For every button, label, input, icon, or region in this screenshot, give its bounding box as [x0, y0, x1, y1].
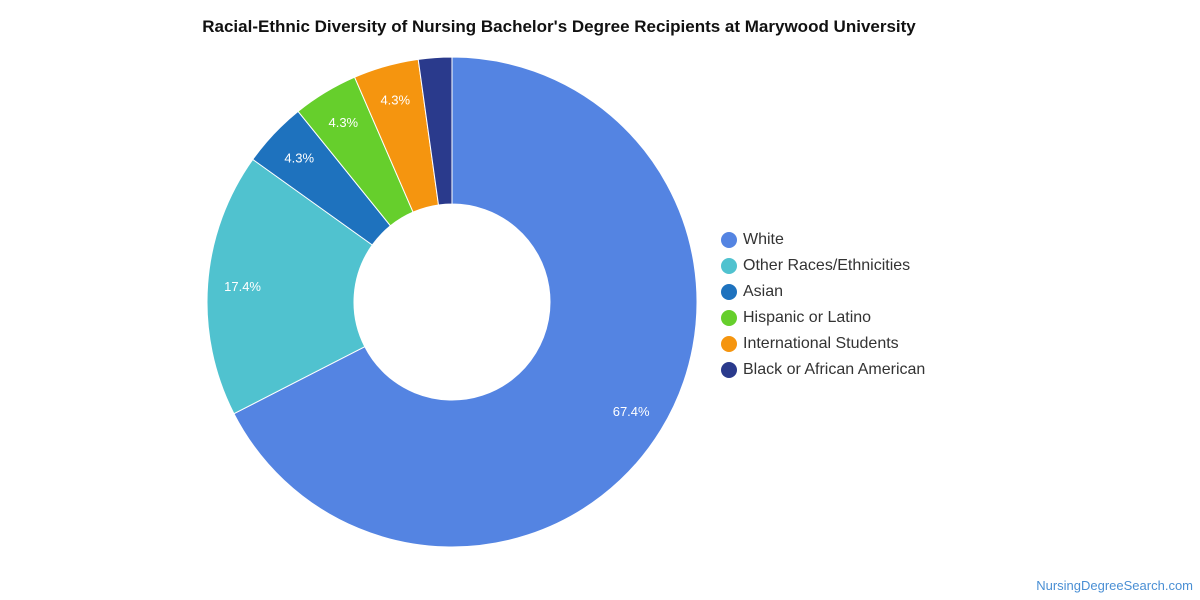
- legend-item-white[interactable]: White: [721, 227, 925, 253]
- legend-item-other-races-ethnicities[interactable]: Other Races/Ethnicities: [721, 253, 925, 279]
- data-label-international-students: 4.3%: [380, 92, 410, 107]
- source-watermark[interactable]: NursingDegreeSearch.com: [1036, 578, 1193, 593]
- data-label-hispanic-or-latino: 4.3%: [328, 115, 358, 130]
- legend-swatch: [721, 232, 737, 248]
- legend-swatch: [721, 258, 737, 274]
- legend-label: Black or African American: [743, 361, 926, 378]
- chart-legend: White Other Races/Ethnicities Asian Hispani…: [721, 227, 925, 383]
- legend-label: International Students: [743, 335, 899, 352]
- chart-title: Racial-Ethnic Diversity of Nursing Bache…: [202, 17, 916, 36]
- donut-slices: [206, 56, 698, 548]
- legend-swatch: [721, 336, 737, 352]
- legend-label: Other Races/Ethnicities: [743, 257, 911, 274]
- legend-label: Asian: [743, 283, 784, 300]
- data-label-asian: 4.3%: [284, 150, 314, 165]
- donut-data-labels: 67.4% 17.4% 4.3% 4.3% 4.3%: [224, 92, 650, 419]
- slice-white[interactable]: [233, 56, 698, 548]
- data-label-white: 67.4%: [613, 404, 650, 419]
- legend-item-asian[interactable]: Asian: [721, 279, 925, 305]
- data-label-other-races-ethnicities: 17.4%: [224, 279, 261, 294]
- legend-item-hispanic-or-latino[interactable]: Hispanic or Latino: [721, 305, 925, 331]
- legend-swatch: [721, 362, 737, 378]
- slice-black-or-african-american[interactable]: [417, 56, 453, 206]
- legend-swatch: [721, 310, 737, 326]
- slice-other-races-ethnicities[interactable]: [206, 158, 373, 415]
- legend-item-international-students[interactable]: International Students: [721, 331, 925, 357]
- legend-swatch: [721, 284, 737, 300]
- legend-item-black-or-african-american[interactable]: Black or African American: [721, 357, 925, 383]
- legend-label: Hispanic or Latino: [743, 309, 872, 326]
- legend-label: White: [743, 231, 784, 248]
